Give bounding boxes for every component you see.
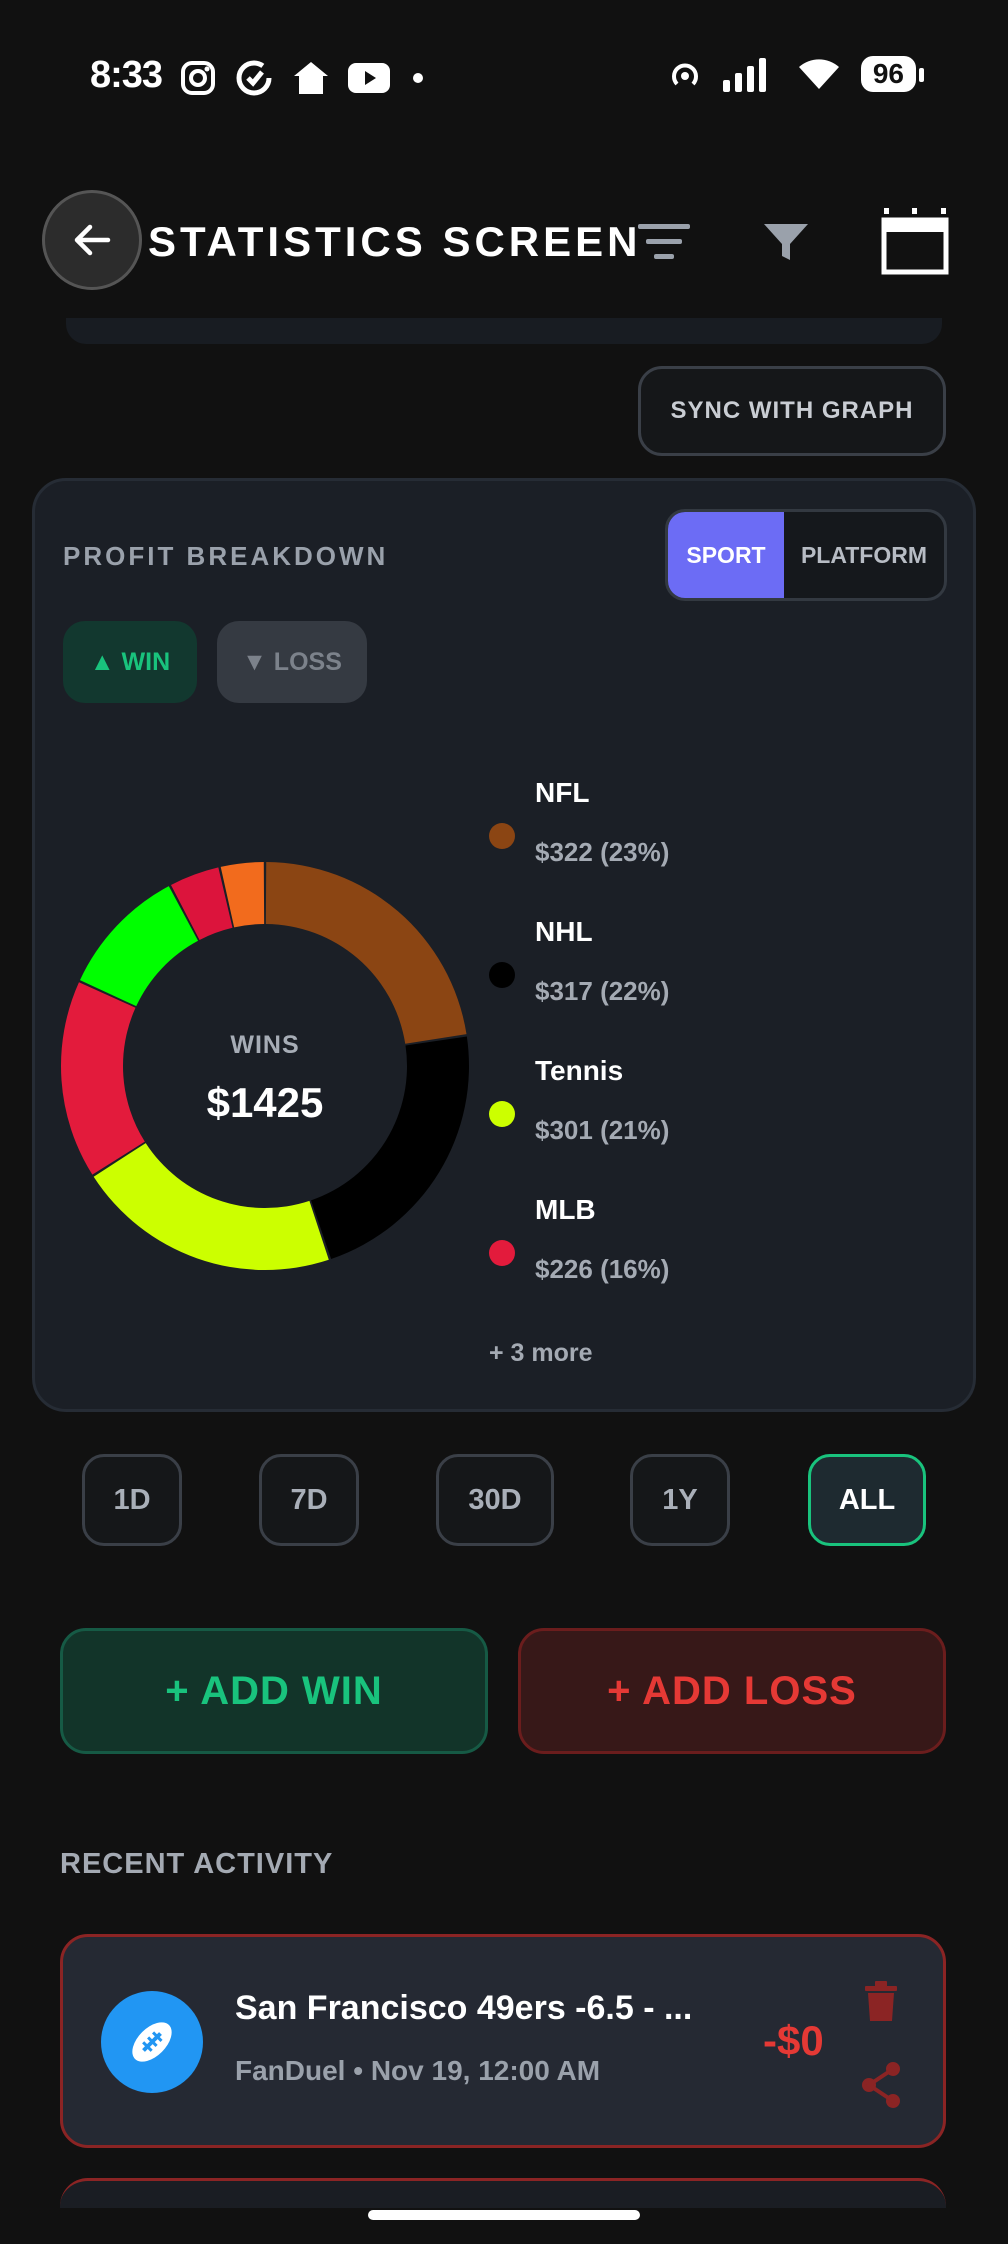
donut-slice-nhl[interactable] (311, 1036, 469, 1259)
legend-name: NFL (535, 777, 590, 808)
arrow-left-icon (74, 224, 111, 256)
activity-title: San Francisco 49ers -6.5 - ... (235, 1989, 693, 2027)
legend-name: MLB (535, 1194, 596, 1225)
legend-more-link[interactable]: + 3 more (489, 1339, 593, 1367)
donut-slice-mlb[interactable] (61, 982, 145, 1175)
signal-icon (722, 58, 766, 92)
legend-item-tennis[interactable]: Tennis $301 (21%) (489, 1055, 949, 1194)
page-title: STATISTICS SCREEN (148, 218, 642, 265)
legend-dot (489, 823, 515, 849)
legend-value: $322 (23%) (535, 837, 670, 867)
football-icon (101, 1991, 203, 2093)
home-indicator[interactable] (368, 2210, 640, 2220)
range-all[interactable]: ALL (808, 1454, 926, 1546)
app-header: STATISTICS SCREEN (0, 190, 1008, 290)
range-1d[interactable]: 1D (82, 1454, 182, 1546)
toggle-sport[interactable]: SPORT (668, 512, 784, 598)
legend-value: $226 (16%) (535, 1254, 670, 1284)
donut-slice-other-3[interactable] (220, 862, 265, 928)
recent-activity-title: RECENT ACTIVITY (60, 1848, 334, 1880)
legend-item-nfl[interactable]: NFL $322 (23%) (489, 777, 949, 916)
legend-dot (489, 1101, 515, 1127)
legend-value: $301 (21%) (535, 1115, 670, 1145)
battery-level: 96 (860, 56, 925, 92)
clapperboard-icon[interactable] (878, 206, 952, 276)
legend-dot (489, 962, 515, 988)
range-30d[interactable]: 30D (436, 1454, 554, 1546)
donut-slice-nfl[interactable] (265, 862, 467, 1044)
sync-with-graph-button[interactable]: SYNC WITH GRAPH (638, 366, 946, 456)
status-bar: 8:33 (0, 48, 1008, 104)
legend-item-nhl[interactable]: NHL $317 (22%) (489, 916, 949, 1055)
next-activity-item-edge (60, 2178, 946, 2208)
wifi-icon (798, 59, 839, 89)
activity-amount: -$0 (763, 2017, 824, 2064)
sort-icon[interactable] (636, 220, 692, 264)
donut-slice-other-2[interactable] (170, 867, 233, 940)
home-icon (294, 62, 328, 94)
activity-item[interactable]: San Francisco 49ers -6.5 - ... FanDuel •… (60, 1934, 946, 2148)
profit-breakdown-card: PROFIT BREAKDOWN SPORT PLATFORM ▲ WIN ▼ … (32, 478, 976, 1412)
back-button[interactable] (42, 190, 142, 290)
range-1y[interactable]: 1Y (630, 1454, 730, 1546)
add-win-button[interactable]: + ADD WIN (60, 1628, 488, 1754)
sync-icon (236, 60, 272, 96)
time-range-selector: 1D 7D 30D 1Y ALL (0, 1454, 1008, 1546)
donut-total: $1425 (206, 1079, 324, 1126)
range-7d[interactable]: 7D (259, 1454, 359, 1546)
donut-slice-other-1[interactable] (79, 886, 199, 1007)
dot-icon (413, 73, 423, 83)
toggle-platform[interactable]: PLATFORM (800, 541, 928, 568)
legend-dot (489, 1240, 515, 1266)
donut-slice-tennis[interactable] (93, 1143, 329, 1270)
chart-legend: NFL $322 (23%) NHL $317 (22%) Tennis $30… (489, 777, 949, 1333)
card-title: PROFIT BREAKDOWN (63, 541, 389, 571)
add-loss-button[interactable]: + ADD LOSS (518, 1628, 946, 1754)
youtube-icon (348, 63, 390, 93)
share-icon[interactable] (859, 2061, 903, 2109)
win-filter-button[interactable]: ▲ WIN (63, 621, 197, 703)
trash-icon[interactable] (863, 1981, 899, 2021)
legend-value: $317 (22%) (535, 976, 670, 1006)
instagram-icon (181, 61, 215, 95)
activity-subtitle: FanDuel • Nov 19, 12:00 AM (235, 2055, 601, 2086)
status-time: 8:33 (90, 54, 163, 96)
breakdown-toggle: SPORT PLATFORM (665, 509, 947, 601)
legend-name: Tennis (535, 1055, 624, 1086)
filter-icon[interactable] (762, 220, 810, 264)
legend-item-mlb[interactable]: MLB $226 (16%) (489, 1194, 949, 1333)
donut-chart (61, 862, 469, 1270)
previous-card-edge (66, 318, 942, 344)
donut-caption: WINS (230, 1031, 300, 1059)
hotspot-icon (671, 63, 698, 86)
loss-filter-button[interactable]: ▼ LOSS (217, 621, 367, 703)
legend-name: NHL (535, 916, 593, 947)
